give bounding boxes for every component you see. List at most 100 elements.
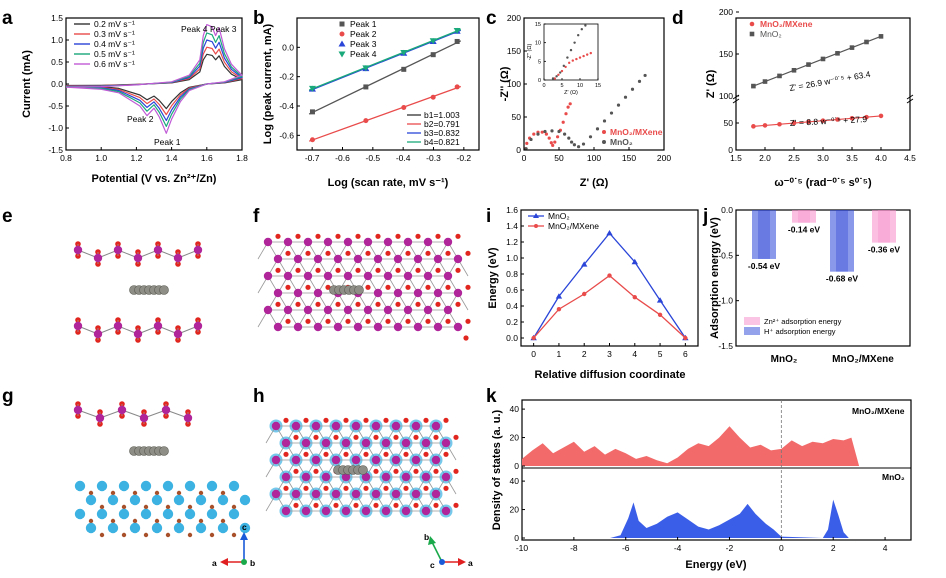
y-tick-label: 200	[507, 13, 521, 23]
oxygen-atom	[465, 250, 471, 256]
legend-label: H⁺ adsorption energy	[764, 327, 836, 336]
manganese-atom	[283, 305, 293, 315]
x-tick-label: 2.0	[759, 153, 771, 163]
inset-data-point	[586, 53, 589, 56]
oxygen-atom	[373, 468, 379, 474]
oxygen-atom	[293, 434, 299, 440]
data-point	[401, 104, 407, 110]
manganese-atom	[161, 405, 171, 415]
manganese-atom	[331, 421, 341, 431]
data-point	[588, 135, 593, 139]
panel-label-d: d	[672, 8, 684, 29]
data-point	[529, 137, 533, 142]
oxygen-atom	[445, 250, 451, 256]
tick-group: 0 1 2 3 4 5 6 0.0 0.2 0.4 0.6 0.8 1.0 1.2 1.4 1.6	[506, 205, 688, 359]
legend-label: Peak 1	[350, 19, 377, 29]
bar	[872, 210, 896, 243]
annotation-peak-3: Peak 3	[210, 24, 237, 34]
oxygen-atom	[423, 485, 429, 491]
x-tick-label: 200	[657, 153, 671, 163]
mxene-atom	[74, 508, 86, 520]
data-point	[567, 136, 571, 140]
oxygen-atom	[443, 485, 449, 491]
oxygen-atom	[385, 250, 391, 256]
data-point	[557, 129, 561, 134]
mxene-atom	[228, 480, 240, 492]
manganese-atom	[271, 455, 281, 465]
panel-label-a: a	[2, 8, 13, 29]
data-point	[762, 123, 768, 128]
manganese-atom	[411, 455, 421, 465]
oxygen-atom	[323, 417, 329, 423]
data-point	[607, 273, 612, 278]
y-tick-label: -0.4	[279, 101, 294, 111]
manganese-atom	[411, 489, 421, 499]
oxygen-atom	[425, 318, 431, 324]
inset-data-point	[557, 73, 560, 76]
data-point	[806, 62, 811, 67]
guest-ion	[159, 446, 169, 456]
oxygen-atom	[465, 284, 471, 290]
data-point	[547, 136, 551, 140]
x-axis-title: Z' (Ω)	[580, 177, 609, 189]
category-label: MnO₂	[771, 354, 798, 365]
panel-label-h: h	[253, 386, 265, 407]
manganese-atom	[311, 421, 321, 431]
manganese-atom	[413, 254, 423, 264]
legend-label: Peak 4	[350, 49, 377, 59]
mxene-atom	[129, 522, 141, 534]
oxygen-atom	[383, 485, 389, 491]
manganese-atom	[301, 472, 311, 482]
manganese-atom	[153, 321, 163, 331]
manganese-atom	[273, 322, 283, 332]
data-point	[532, 132, 536, 136]
data-point	[553, 140, 557, 144]
data-point	[791, 120, 797, 126]
fit-label: b2=0.791	[424, 119, 460, 129]
carbon-atom	[176, 518, 182, 524]
x-tick-label: 3.5	[846, 153, 858, 163]
carbon-atom	[88, 518, 94, 524]
y-tick-label: 200	[719, 7, 733, 17]
y-axis-title: Current (mA)	[21, 50, 33, 118]
plot-frame	[735, 209, 911, 347]
data-point	[606, 230, 613, 236]
data-point	[550, 129, 554, 133]
cv-curve	[65, 32, 243, 127]
data-point	[878, 113, 884, 119]
x-tick-label: 1.8	[236, 153, 248, 163]
oxygen-atom	[313, 434, 319, 440]
value-label: -0.14 eV	[788, 225, 820, 235]
oxygen-atom	[393, 502, 399, 508]
carbon-atom	[209, 504, 215, 510]
data-point	[657, 312, 663, 317]
mxene-atom	[162, 480, 174, 492]
x-tick-label: 1.2	[130, 153, 142, 163]
mark-group	[732, 34, 914, 129]
manganese-atom	[303, 237, 313, 247]
y-axis-title: Density of states (a. u.)	[491, 409, 503, 530]
axis-label-b: b	[424, 532, 429, 542]
oxygen-atom	[313, 468, 319, 474]
manganese-atom	[353, 254, 363, 264]
manganese-atom	[273, 254, 283, 264]
data-point	[656, 297, 664, 303]
oxygen-atom	[435, 267, 441, 273]
guest-ion	[358, 465, 368, 475]
manganese-atom	[403, 271, 413, 281]
carbon-atom	[110, 518, 116, 524]
y-tick-label: -0.5	[718, 250, 733, 260]
data-point	[536, 132, 540, 136]
mxene-atom	[217, 494, 229, 506]
carbon-atom	[165, 532, 171, 538]
mxene-atom	[96, 508, 108, 520]
carbon-atom	[110, 490, 116, 496]
mxene-atom	[228, 508, 240, 520]
oxygen-atom	[425, 284, 431, 290]
data-point	[430, 94, 436, 100]
mxene-atom	[85, 494, 97, 506]
legend-marker	[338, 40, 346, 47]
mxene-atom	[184, 508, 196, 520]
annotation-peak-4: Peak 4	[181, 24, 208, 34]
oxygen-atom	[353, 434, 359, 440]
